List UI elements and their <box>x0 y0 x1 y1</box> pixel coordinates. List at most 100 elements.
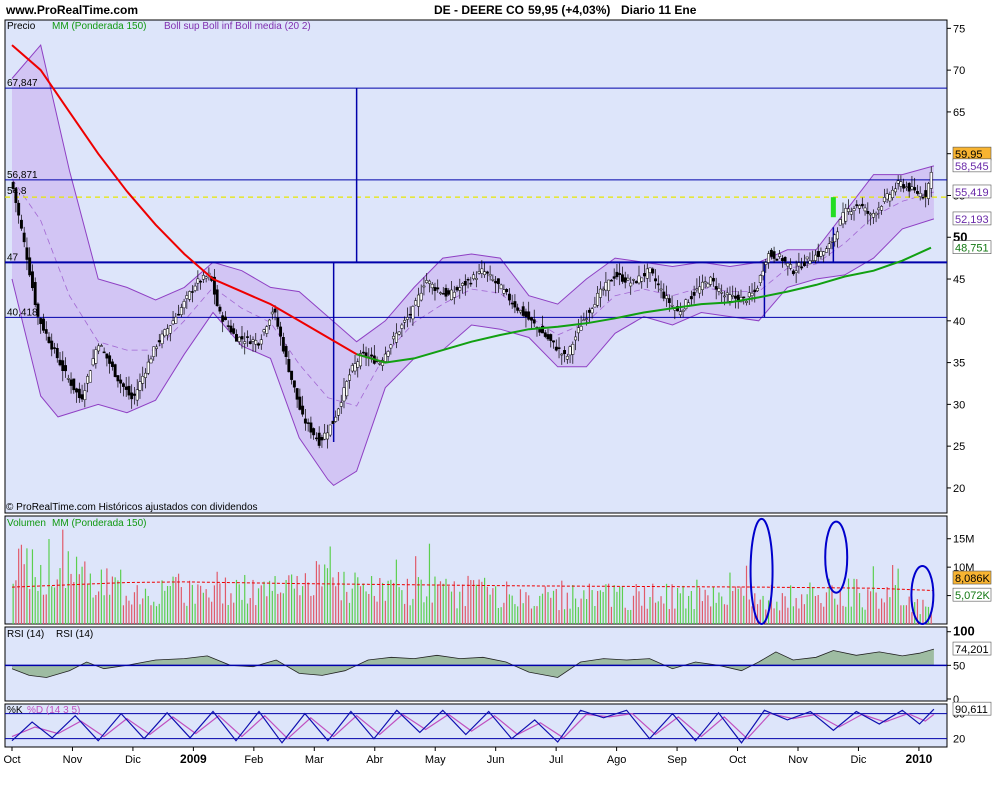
candle-body <box>593 304 597 308</box>
candle-body <box>538 328 542 333</box>
candle-body <box>436 287 440 290</box>
candle-body <box>689 296 693 300</box>
candle-body <box>844 208 848 222</box>
candle-body <box>279 326 283 337</box>
x-tick-label: Nov <box>63 754 83 766</box>
candle-body <box>77 388 81 399</box>
candle-body <box>521 306 525 316</box>
candle-body <box>480 268 484 274</box>
candle-body <box>507 293 511 301</box>
candle-body <box>899 181 903 187</box>
candle-body <box>485 271 489 274</box>
candle-body <box>185 295 189 299</box>
candle-body <box>714 286 718 290</box>
candle-body <box>747 292 751 298</box>
candle-body <box>816 251 820 257</box>
candle-body <box>80 394 84 400</box>
candle-body <box>670 304 674 307</box>
candle-body <box>483 271 487 275</box>
candle-body <box>378 363 382 365</box>
candle-body <box>55 347 59 359</box>
candle-body <box>182 301 186 309</box>
volume-right-label-box <box>952 587 992 602</box>
candle-body <box>524 311 528 317</box>
candle-body <box>273 308 277 313</box>
rsi-fill <box>12 649 934 678</box>
candle-body <box>811 260 815 262</box>
candle-body <box>235 334 238 342</box>
candle-body <box>14 188 18 203</box>
candle-body <box>863 207 867 212</box>
candle-body <box>196 278 200 284</box>
site-title[interactable]: www.ProRealTime.com <box>6 3 139 17</box>
candle-body <box>838 219 842 226</box>
candle-body <box>102 351 106 354</box>
stoch-k-line <box>11 708 935 744</box>
candle-body <box>254 340 258 345</box>
candle-body <box>124 386 128 390</box>
candle-body <box>323 432 327 440</box>
candle-body <box>149 358 153 364</box>
candle-body <box>411 306 415 320</box>
candle-body <box>530 317 533 321</box>
candle-body <box>342 387 346 402</box>
candle-body <box>720 291 724 294</box>
x-tick-label: Dic <box>851 754 867 766</box>
candle-body <box>505 289 509 293</box>
candle-body <box>858 205 861 209</box>
x-tick-label: Nov <box>788 754 808 766</box>
candle-body <box>488 274 492 277</box>
price-right-label: 58,545 <box>955 161 989 173</box>
candle-body <box>667 298 671 304</box>
candle-body <box>141 376 145 384</box>
candle-body <box>474 277 478 280</box>
candle-body <box>160 333 164 345</box>
level-label: 56,871 <box>7 170 38 181</box>
candle-body <box>869 213 873 216</box>
price-right-label-box <box>952 240 992 254</box>
candle-body <box>825 248 828 253</box>
candle-body <box>309 422 313 433</box>
candle-body <box>615 271 619 278</box>
candle-body <box>130 392 134 400</box>
candle-body <box>325 432 329 440</box>
candle-body <box>306 422 310 424</box>
candle-body <box>756 288 759 292</box>
candle-body <box>860 203 864 207</box>
candle-body <box>339 402 343 407</box>
price-right-label-box <box>952 184 992 199</box>
candle-body <box>703 281 707 284</box>
candle-body <box>728 294 732 302</box>
candle-body <box>223 316 227 321</box>
candle-body <box>706 283 710 288</box>
candle-body <box>833 234 837 243</box>
candle-body <box>259 339 263 345</box>
candle-body <box>576 327 580 334</box>
candle-body <box>494 280 498 284</box>
volume-right-label: 5,072K <box>955 590 991 602</box>
candle-body <box>651 268 655 274</box>
candle-body <box>243 341 247 344</box>
candle-body <box>554 346 558 351</box>
candle-body <box>108 355 112 364</box>
candle-body <box>359 353 362 367</box>
candle-body <box>44 329 48 334</box>
candle-body <box>587 309 591 313</box>
price-tick-label: 65 <box>953 107 965 119</box>
x-tick-label: 2009 <box>180 752 207 766</box>
candle-body <box>439 292 442 294</box>
candle-body <box>560 353 564 356</box>
candle-body <box>463 280 467 286</box>
candle-body <box>61 360 65 371</box>
candle-body <box>199 280 203 283</box>
price-right-label: 48,751 <box>955 243 989 255</box>
candle-body <box>772 251 776 259</box>
candle-body <box>802 261 806 266</box>
candle-body <box>19 219 23 229</box>
candle-body <box>22 232 26 243</box>
candle-body <box>455 287 459 291</box>
candle-body <box>579 325 583 331</box>
candle-body <box>645 268 649 279</box>
candle-body <box>607 279 611 291</box>
